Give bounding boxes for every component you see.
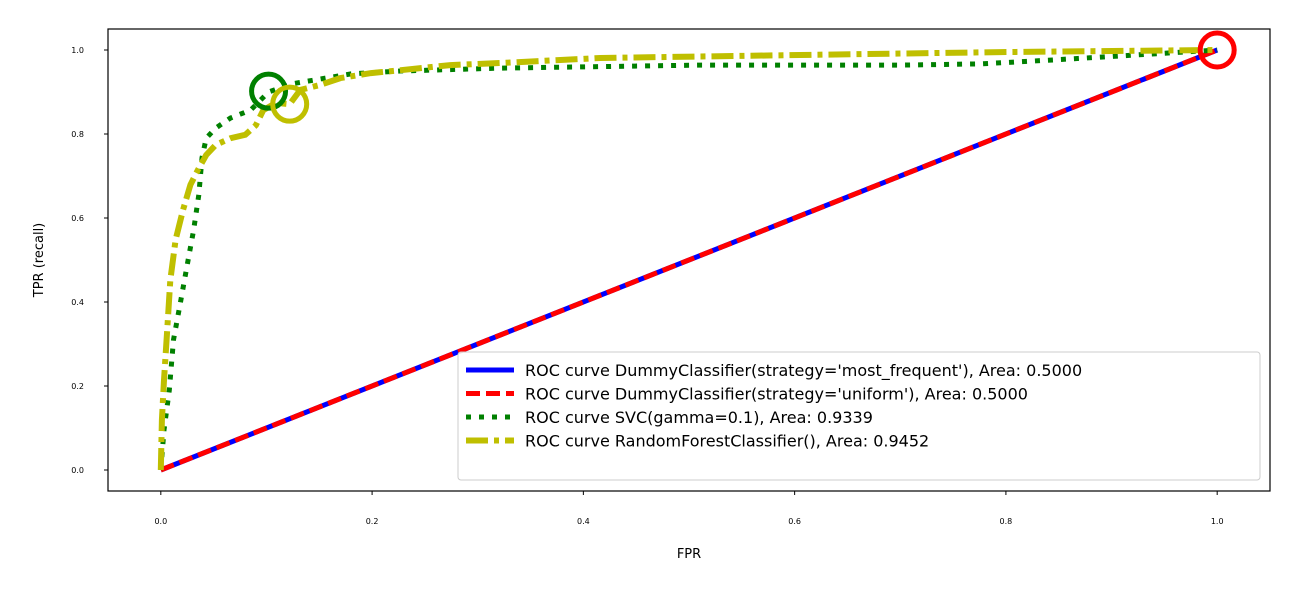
x-tick-label: 0.4 — [577, 517, 590, 526]
x-axis-ticks: 0.0 0.2 0.4 0.6 0.8 1.0 — [154, 491, 1224, 526]
x-tick-label: 0.0 — [154, 517, 167, 526]
y-tick-label: 0.2 — [71, 382, 84, 391]
series-line-2 — [158, 47, 1218, 471]
threshold-marker-3 — [270, 84, 310, 124]
y-tick-label: 0.8 — [71, 130, 84, 139]
legend-label-2: ROC curve SVC(gamma=0.1), Area: 0.9339 — [525, 408, 873, 427]
legend-box — [457, 351, 1261, 481]
legend-label-1: ROC curve DummyClassifier(strategy='unif… — [525, 385, 1028, 404]
series-line-3 — [157, 47, 1218, 471]
y-tick-label: 0.0 — [71, 466, 84, 475]
x-axis-label: FPR — [677, 547, 701, 562]
x-tick-label: 0.6 — [788, 517, 801, 526]
legend: ROC curve DummyClassifier(strategy='most… — [457, 351, 1261, 481]
legend-label-0: ROC curve DummyClassifier(strategy='most… — [525, 361, 1082, 381]
series-line-1 — [159, 47, 1219, 473]
y-axis-ticks: 0.0 0.2 0.4 0.6 0.8 1.0 — [71, 46, 108, 475]
threshold-marker-1 — [1197, 30, 1237, 70]
series-layer — [157, 30, 1237, 473]
x-tick-label: 0.8 — [1000, 517, 1013, 526]
y-tick-label: 0.6 — [71, 214, 84, 223]
y-tick-label: 0.4 — [71, 298, 84, 307]
y-axis-label: TPR (recall) — [32, 223, 47, 298]
threshold-marker-2 — [249, 71, 289, 111]
legend-label-3: ROC curve RandomForestClassifier(), Area… — [525, 432, 929, 451]
y-tick-label: 1.0 — [71, 46, 84, 55]
x-tick-label: 0.2 — [366, 517, 379, 526]
x-tick-label: 1.0 — [1211, 517, 1224, 526]
